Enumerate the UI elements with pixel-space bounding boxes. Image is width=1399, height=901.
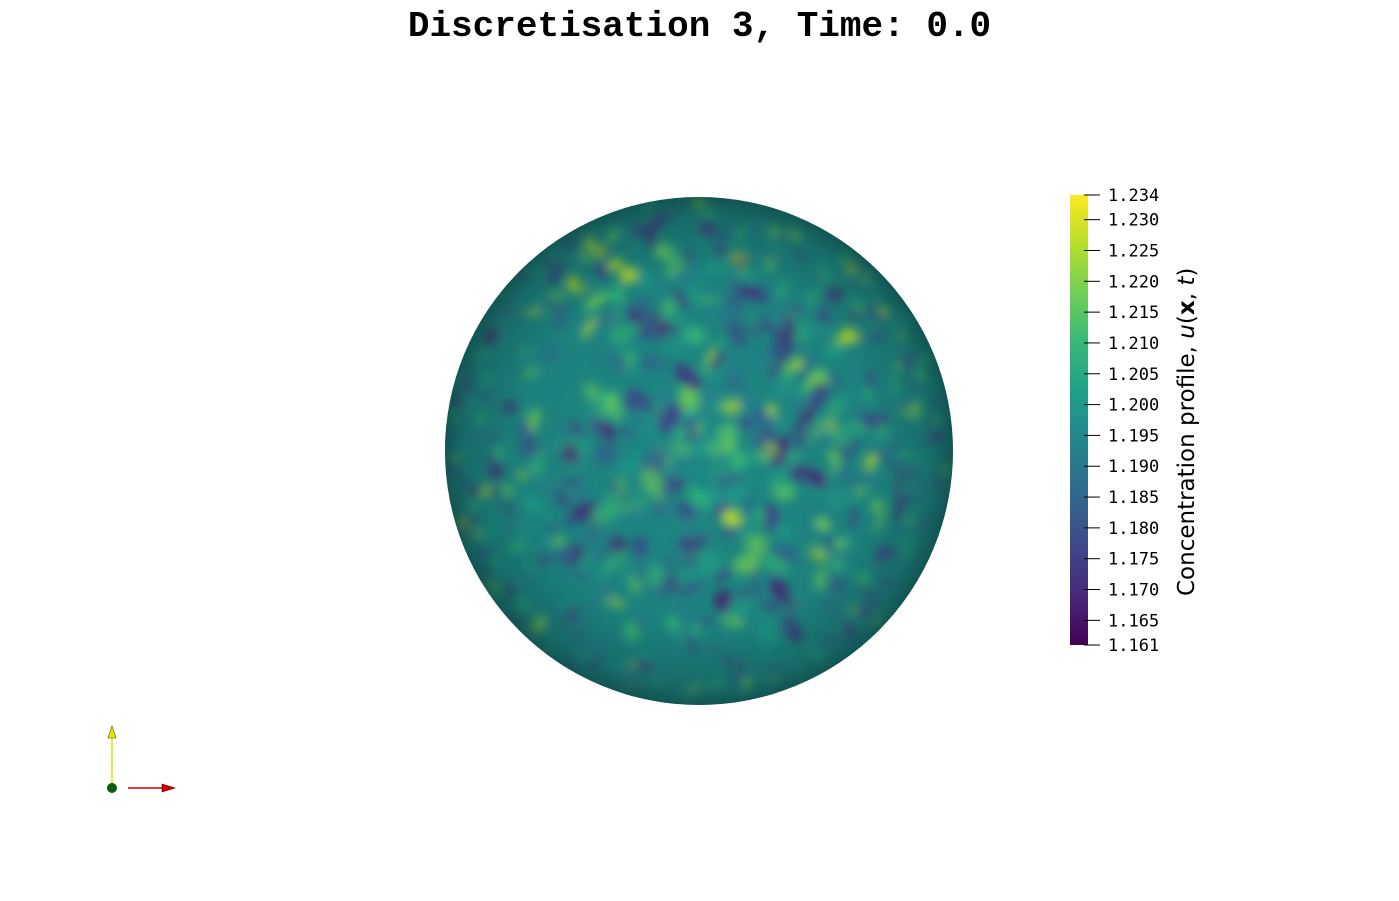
colorbar-tick-label: 1.215 <box>1108 303 1159 323</box>
sphere-surface <box>445 197 953 705</box>
colorbar-tick-label: 1.190 <box>1108 457 1159 477</box>
orientation-axes[interactable] <box>107 725 177 793</box>
sphere-shading <box>445 197 953 705</box>
colorbar-tick-label: 1.210 <box>1108 334 1159 354</box>
y-axis-arrow-icon <box>107 725 117 739</box>
colorbar-tick-label: 1.234 <box>1108 186 1159 206</box>
colorbar-tick-label: 1.175 <box>1108 550 1159 570</box>
colorbar-tick-label: 1.165 <box>1108 611 1159 631</box>
colorbar-tick-label: 1.225 <box>1108 241 1159 261</box>
colorbar: 1.234 1.230 1.225 1.220 1.215 1.210 1.205 1.200… <box>1070 186 1200 656</box>
colorbar-gradient <box>1070 195 1088 645</box>
colorbar-tick-label: 1.161 <box>1108 636 1159 656</box>
colorbar-tick-label: 1.220 <box>1108 272 1159 292</box>
colorbar-title: Concentration profile, u(x, t) <box>1174 268 1200 596</box>
colorbar-tick-label: 1.180 <box>1108 519 1159 539</box>
colorbar-tick-label: 1.185 <box>1108 488 1159 508</box>
colorbar-tick-label: 1.195 <box>1108 426 1159 446</box>
z-axis-origin-icon <box>107 783 117 793</box>
plot-title: Discretisation 3, Time: 0.0 <box>407 6 992 47</box>
x-axis-arrow-icon <box>161 783 177 793</box>
colorbar-ticks: 1.234 1.230 1.225 1.220 1.215 1.210 1.205 1.200… <box>1084 186 1159 656</box>
colorbar-tick-label: 1.205 <box>1108 365 1159 385</box>
colorbar-tick-label: 1.200 <box>1108 396 1159 416</box>
colorbar-tick-label: 1.170 <box>1108 581 1159 601</box>
colorbar-tick-label: 1.230 <box>1108 211 1159 231</box>
